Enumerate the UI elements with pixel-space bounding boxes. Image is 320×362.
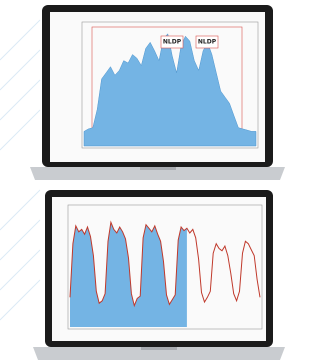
page: NLDP NLDP bbox=[0, 0, 305, 362]
annotation: NLDP bbox=[163, 39, 182, 46]
laptop-notch bbox=[140, 167, 176, 170]
annotation: NLDP bbox=[198, 39, 217, 46]
laptop-notch bbox=[141, 347, 177, 350]
